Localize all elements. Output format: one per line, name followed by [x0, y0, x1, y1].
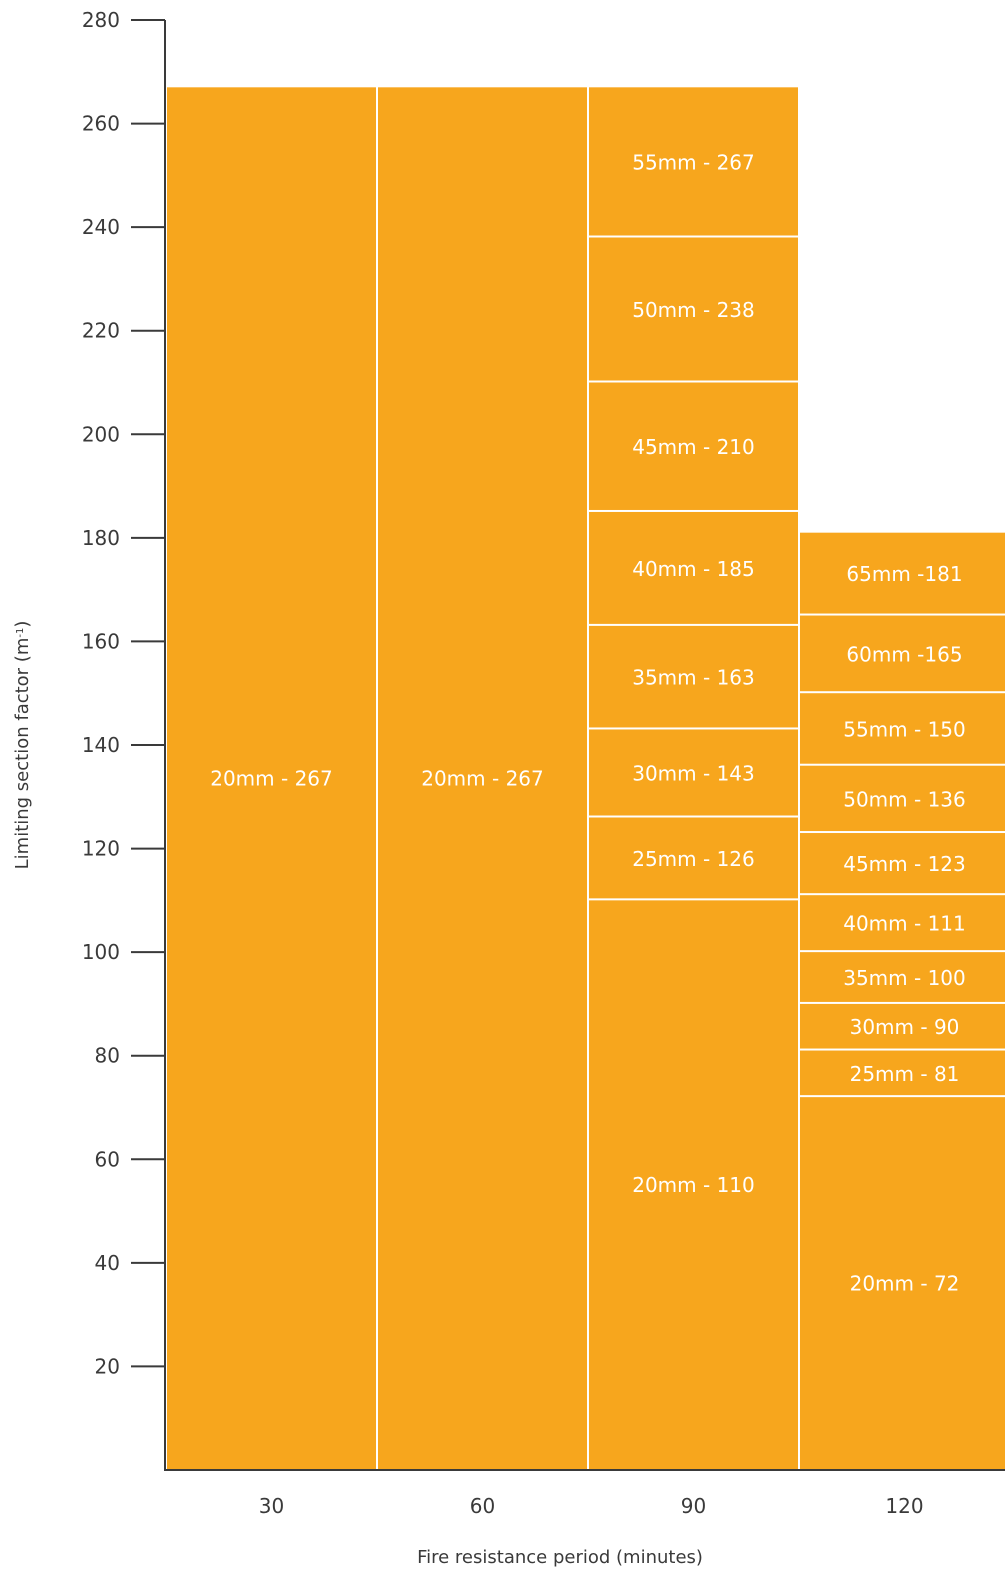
segment-label-90-2: 25mm - 126	[632, 847, 755, 871]
segment-labels: 20mm - 267 20mm - 267 20mm - 110 25mm - 126…	[210, 150, 966, 1295]
y-axis-title-end: )	[12, 621, 33, 628]
segment-label-60-1: 20mm - 267	[421, 767, 544, 791]
x-tick-label-60: 60	[470, 1494, 495, 1518]
y-tick-label-20: 20	[95, 1354, 120, 1378]
bar-segment-90-6	[589, 382, 798, 510]
bar-segment-120-2	[800, 1050, 1005, 1096]
bar-segment-90-8	[589, 87, 798, 236]
segment-label-120-7: 50mm - 136	[843, 787, 966, 811]
y-axis-title: Limiting section factor (m-1)	[12, 621, 33, 870]
bar-segment-120-3	[800, 1003, 1005, 1049]
segment-label-120-4: 35mm - 100	[843, 966, 966, 990]
bar-segment-120-8	[800, 693, 1005, 764]
bar-segment-90-3	[589, 729, 798, 816]
bar-segment-90-7	[589, 237, 798, 381]
bar-segment-60-1	[378, 87, 587, 1471]
bar-segment-90-5	[589, 511, 798, 624]
bar-segment-120-6	[800, 833, 1005, 894]
y-tick-label-60: 60	[95, 1147, 120, 1171]
segment-label-120-1: 20mm - 72	[850, 1272, 960, 1296]
bar-segment-120-5	[800, 895, 1005, 951]
y-ticks: 20 40 60 80 100 120 140 160 180 200 220 240 260 280	[82, 8, 165, 1378]
y-tick-label-280: 280	[82, 8, 120, 32]
segment-label-120-8: 55mm - 150	[843, 717, 966, 741]
bar-segment-120-1	[800, 1097, 1005, 1470]
segment-label-30-1: 20mm - 267	[210, 767, 333, 791]
segment-label-90-7: 50mm - 238	[632, 298, 755, 322]
x-ticks: 30 60 90 120	[259, 1494, 924, 1518]
y-tick-label-80: 80	[95, 1044, 120, 1068]
y-tick-label-140: 140	[82, 733, 120, 757]
segment-label-90-3: 30mm - 143	[632, 761, 755, 785]
y-tick-label-160: 160	[82, 629, 120, 653]
y-axis-title-main: Limiting section factor (m	[12, 638, 33, 870]
y-tick-label-40: 40	[95, 1251, 120, 1275]
bar-segment-120-9	[800, 615, 1005, 692]
bar-segment-90-4	[589, 625, 798, 728]
segment-label-120-9: 60mm -165	[846, 642, 962, 666]
x-tick-label-30: 30	[259, 1494, 284, 1518]
segment-label-120-5: 40mm - 111	[843, 912, 966, 936]
segment-label-90-1: 20mm - 110	[632, 1173, 755, 1197]
segment-label-90-4: 35mm - 163	[632, 666, 755, 690]
y-tick-label-220: 220	[82, 319, 120, 343]
segment-label-120-2: 25mm - 81	[850, 1062, 960, 1086]
y-tick-label-200: 200	[82, 422, 120, 446]
segment-label-90-6: 45mm - 210	[632, 435, 755, 459]
bar-segment-30-1	[167, 87, 376, 1471]
bar-segment-90-2	[589, 817, 798, 899]
segment-label-90-8: 55mm - 267	[632, 150, 755, 174]
segment-label-90-5: 40mm - 185	[632, 557, 755, 581]
x-tick-label-90: 90	[681, 1494, 706, 1518]
bars-layer	[167, 87, 1005, 1471]
y-tick-label-260: 260	[82, 112, 120, 136]
bar-segment-120-7	[800, 765, 1005, 832]
y-axis-title-superscript: -1	[15, 628, 26, 638]
segment-label-120-6: 45mm - 123	[843, 852, 966, 876]
segment-label-120-3: 30mm - 90	[850, 1015, 960, 1039]
y-tick-label-240: 240	[82, 215, 120, 239]
y-tick-label-180: 180	[82, 526, 120, 550]
bar-segment-120-10	[800, 532, 1005, 614]
y-tick-label-100: 100	[82, 940, 120, 964]
y-tick-label-120: 120	[82, 837, 120, 861]
bar-segment-120-4	[800, 952, 1005, 1002]
x-tick-label-120: 120	[885, 1494, 923, 1518]
segment-label-120-10: 65mm -181	[846, 562, 962, 586]
bar-segment-90-1	[589, 900, 798, 1470]
x-axis-title: Fire resistance period (minutes)	[417, 1547, 703, 1568]
